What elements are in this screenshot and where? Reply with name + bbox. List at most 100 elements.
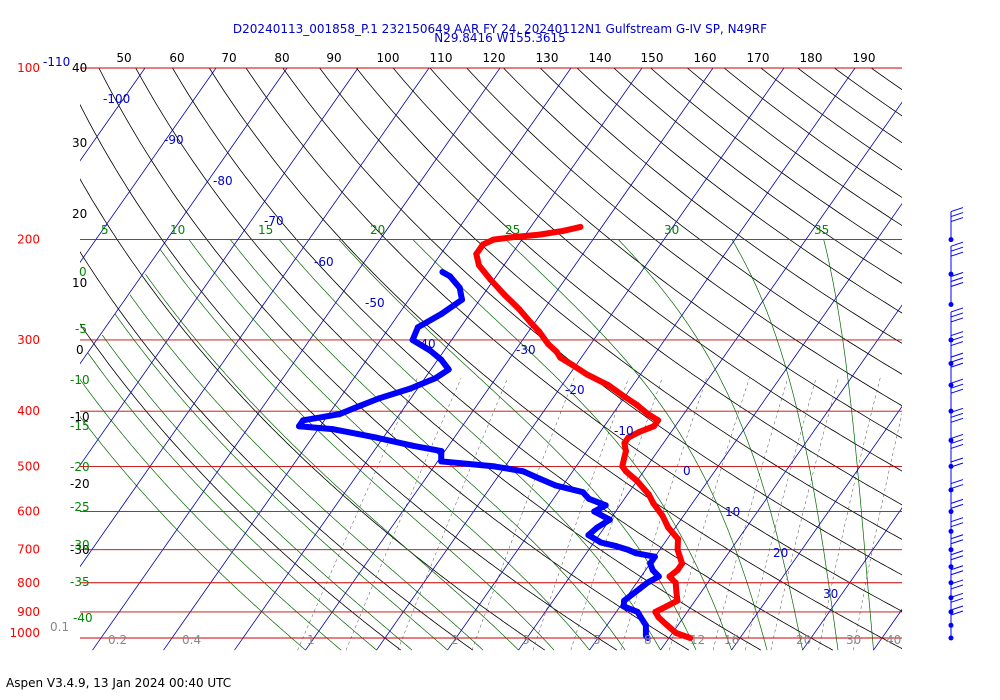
- pressure-tick-label: 400: [17, 404, 40, 418]
- temperature-point: [621, 440, 628, 447]
- pressure-tick-label: 500: [17, 459, 40, 473]
- dry-adiabat-top-label: 110: [430, 51, 453, 65]
- temperature-point: [490, 236, 497, 243]
- dry-adiabat-line: [649, 68, 902, 255]
- temperature-point: [510, 234, 516, 241]
- temperature-point: [473, 251, 480, 257]
- wind-barb-flag: [950, 438, 964, 444]
- isotherm-label: 20: [773, 546, 788, 560]
- moist-adiabat-lines: [80, 239, 874, 651]
- dewpoint-point: [438, 356, 445, 363]
- wind-barb-flag: [950, 317, 964, 323]
- pressure-tick-label: 900: [17, 605, 40, 619]
- dewpoint-point: [621, 597, 628, 604]
- dewpoint-point: [647, 560, 654, 567]
- dewpoint-point: [620, 603, 627, 610]
- chart-title: D20240113_001858_P.1 232150649 AAR FY 24…: [232, 22, 768, 36]
- temperature-point: [569, 362, 576, 368]
- temperature-point: [645, 491, 652, 498]
- dry-adiabat-line: [576, 68, 902, 314]
- wind-barb-flag: [950, 352, 964, 358]
- temperature-point: [536, 231, 543, 238]
- dry-adiabat-line: [502, 68, 902, 375]
- dry-adiabat-top-label: 140: [589, 51, 612, 65]
- mixing-ratio-label: 0.2: [108, 633, 127, 647]
- isobar-lines: [80, 67, 902, 639]
- dewpoint-point: [410, 442, 417, 449]
- dry-adiabat-line: [429, 68, 902, 439]
- mixing-ratio-line: [397, 378, 508, 651]
- isotherm-line: [80, 68, 288, 365]
- mixing-ratio-label: 8: [644, 633, 652, 647]
- wind-barb-flag: [950, 331, 964, 337]
- left-green-label: -25: [70, 500, 90, 514]
- isotherm-line: [731, 405, 902, 651]
- wind-barb-flag: [950, 503, 964, 509]
- dry-adiabat-top-label: 180: [800, 51, 823, 65]
- dry-adiabat-top-label: 50: [116, 51, 131, 65]
- mixing-ratio-label: 20: [796, 633, 811, 647]
- dry-adiabat-line: [319, 68, 902, 540]
- temperature-point: [673, 588, 680, 595]
- moist-adiabat-line: [80, 378, 342, 651]
- dewpoint-point: [606, 516, 613, 523]
- moist-adiabat-line: [145, 273, 519, 651]
- moist-adiabat-label: 25: [505, 223, 520, 237]
- temperature-point: [655, 417, 662, 424]
- temperature-point: [584, 371, 591, 378]
- temperature-point: [528, 319, 534, 326]
- temperature-point: [633, 401, 640, 408]
- temperature-point: [545, 341, 552, 348]
- isotherm-line: [163, 68, 572, 651]
- temperature-point: [557, 354, 564, 361]
- dewpoint-point: [642, 632, 649, 639]
- wind-barb-flag: [950, 388, 964, 394]
- dry-adiabat-top-label: 190: [853, 51, 876, 65]
- dewpoint-point: [438, 448, 445, 455]
- dry-adiabat-top-label: 120: [483, 51, 506, 65]
- dewpoint-point: [356, 403, 363, 410]
- wind-barb-flag: [950, 433, 964, 439]
- wind-barb-flag: [950, 457, 964, 463]
- temperature-point: [536, 328, 543, 335]
- dewpoint-point: [296, 423, 302, 430]
- wind-barb-flag: [950, 251, 964, 257]
- temperature-point: [645, 411, 652, 418]
- wind-barb-flag: [950, 277, 964, 283]
- wind-barb-flag: [950, 282, 964, 288]
- wind-barb-flag: [950, 498, 964, 504]
- isotherm-line: [447, 68, 856, 651]
- footer-version: Aspen V3.4.9, 13 Jan 2024 00:40 UTC: [6, 676, 232, 690]
- temperature-point: [516, 306, 523, 313]
- dewpoint-point: [329, 426, 336, 433]
- temperature-point: [674, 597, 681, 604]
- dewpoint-point: [644, 579, 651, 586]
- temperature-point: [619, 392, 626, 399]
- temperature-point: [605, 382, 612, 389]
- moist-adiabat-line: [230, 239, 626, 651]
- temperature-point: [634, 477, 640, 484]
- left-green-label: -30: [70, 538, 90, 552]
- moist-adiabat-label: 5: [101, 223, 109, 237]
- wind-barb-flag: [950, 307, 964, 313]
- wind-barb-flag: [950, 336, 964, 342]
- wind-barb-flag: [950, 362, 964, 368]
- dry-adiabat-line: [392, 68, 902, 472]
- dewpoint-point: [655, 573, 662, 580]
- moist-adiabat-line: [188, 239, 590, 651]
- wind-barb-flag: [950, 207, 964, 213]
- left-green-label: -10: [70, 373, 90, 387]
- mixing-ratio-label: 5: [593, 633, 601, 647]
- left-scale-label: 20: [72, 207, 87, 221]
- isotherm-line: [518, 101, 902, 651]
- temperature-point: [480, 241, 486, 248]
- wind-barb-flag: [950, 592, 964, 598]
- temperature-point: [553, 349, 560, 355]
- wind-barb-flag: [950, 479, 964, 485]
- dry-adiabat-line: [80, 103, 618, 651]
- wind-barb-flag: [950, 584, 964, 590]
- left-green-label: 0: [79, 265, 87, 279]
- wind-barb-flag: [950, 484, 964, 490]
- wind-barb-flag: [950, 570, 964, 576]
